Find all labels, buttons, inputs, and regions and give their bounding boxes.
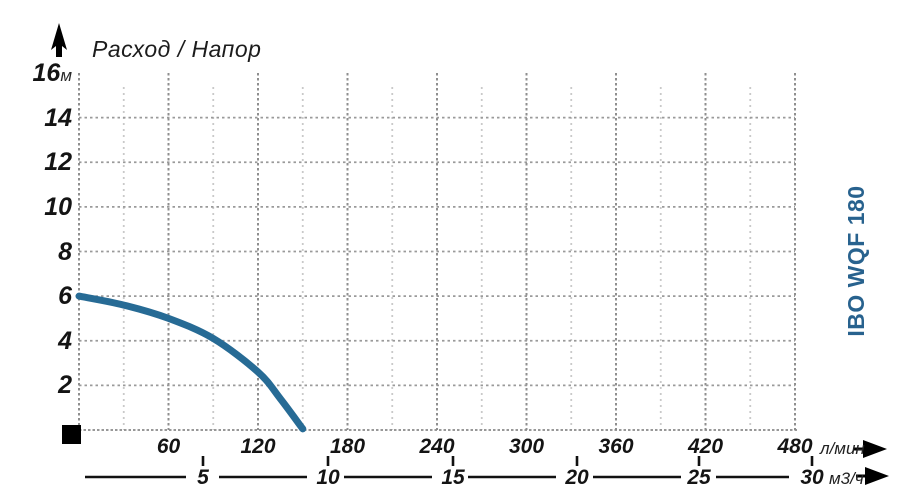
- y-tick-16: 16м: [32, 59, 72, 87]
- pump-curve: [75, 292, 307, 433]
- y-tick-6: 6: [58, 282, 72, 310]
- y-tick-10: 10: [44, 193, 72, 221]
- y-tick-4: 4: [58, 327, 72, 355]
- m3h-tick-30: 30: [800, 466, 824, 489]
- x-tick-240: 240: [419, 435, 455, 458]
- y-tick-2: 2: [58, 371, 72, 399]
- y-axis-arrow-up-icon: [51, 23, 67, 57]
- y-tick-8: 8: [58, 238, 72, 266]
- m3h-scale-ticks: [201, 456, 814, 466]
- y-axis-unit: м: [60, 66, 72, 85]
- x-tick-480: 480: [777, 435, 813, 458]
- y-tick-12: 12: [44, 148, 72, 176]
- m3h-tick-20: 20: [565, 466, 589, 489]
- x-axis-m3h-arrow-right-icon: [856, 467, 889, 485]
- m3h-tick-25: 25: [687, 466, 711, 489]
- x-axis-m3h-unit: м3/ч: [829, 469, 864, 488]
- m3h-tick-5: 5: [197, 466, 209, 489]
- m3h-tick-15: 15: [441, 466, 465, 489]
- pump-model-label: IBO WQF 180: [842, 185, 869, 337]
- x-tick-300: 300: [508, 435, 545, 458]
- chart-title: Расход / Напор: [92, 36, 262, 62]
- x-tick-180: 180: [329, 435, 366, 458]
- x-axis-lmin-arrow-right-icon: [854, 440, 887, 458]
- x-tick-60: 60: [156, 435, 181, 458]
- x-axis-lmin-unit: л/мин: [820, 439, 865, 458]
- x-tick-360: 360: [598, 435, 634, 458]
- x-tick-420: 420: [687, 435, 724, 458]
- m3h-tick-10: 10: [316, 466, 340, 489]
- origin-square-marker: [62, 425, 81, 444]
- x-tick-120: 120: [240, 435, 276, 458]
- y-tick-14: 14: [44, 104, 72, 132]
- grid-horizontal: [79, 116, 797, 431]
